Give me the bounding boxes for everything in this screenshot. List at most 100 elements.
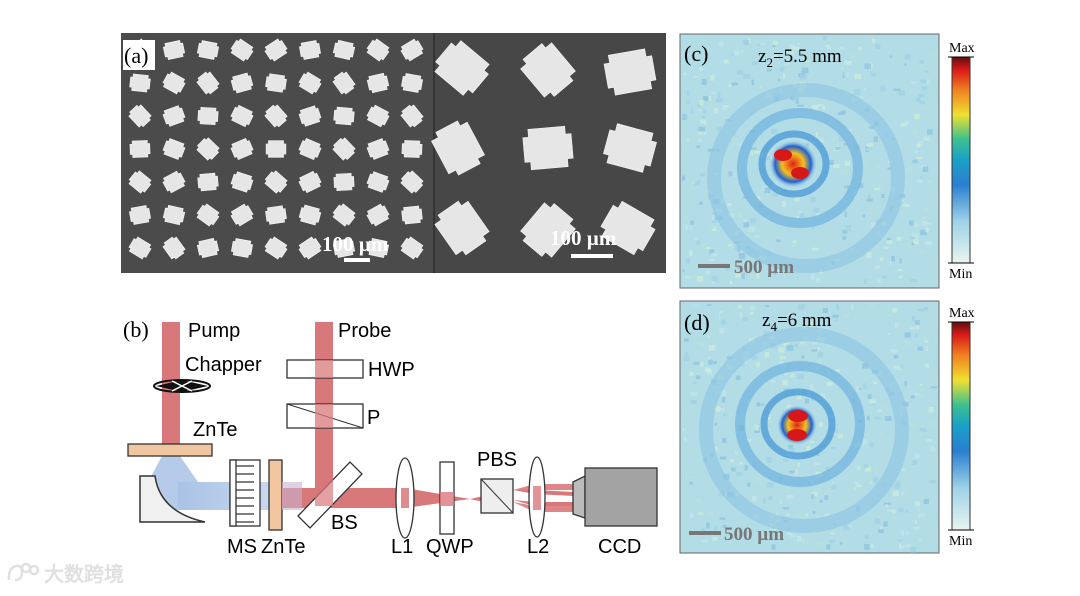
znte-emitter xyxy=(127,443,213,457)
metasurface-element xyxy=(366,72,390,94)
scalebar-d xyxy=(689,531,721,535)
scalebar-c xyxy=(698,264,730,268)
metasurface-element xyxy=(431,120,485,176)
metasurface-element xyxy=(162,39,186,61)
scalebar-left xyxy=(344,258,370,262)
label-l2: L2 xyxy=(527,536,549,558)
metasurface-element xyxy=(332,137,356,161)
metasurface-element xyxy=(366,203,390,227)
metasurface-element xyxy=(162,236,186,260)
scalebar-label-left: 100 µm xyxy=(322,232,389,256)
metasurface-element xyxy=(401,140,423,158)
metasurface-element xyxy=(332,238,356,258)
label-ccd: CCD xyxy=(598,536,641,558)
metasurface-element xyxy=(231,238,253,258)
brand-logo-icon xyxy=(7,562,40,581)
scalebar-label-c: 500 µm xyxy=(734,257,794,278)
label-znte-top: ZnTe xyxy=(193,419,237,441)
metasurface-element xyxy=(366,171,390,193)
metasurface-element xyxy=(230,104,254,128)
metasurface-element xyxy=(197,107,219,125)
metasurface-element xyxy=(600,200,656,256)
metasurface-element xyxy=(129,73,151,93)
label-pbs: PBS xyxy=(477,449,517,471)
label-chopper: Chapper xyxy=(185,354,262,376)
metasurface-element xyxy=(230,72,254,94)
metasurface-element xyxy=(400,236,424,260)
metasurface-element xyxy=(196,203,220,227)
metasurface-element xyxy=(333,106,355,126)
metasurface-element xyxy=(434,200,490,256)
metasurface-element xyxy=(264,236,288,260)
panel-b-label: (b) xyxy=(123,317,149,342)
colorbar-min-c: Min xyxy=(949,267,972,282)
metasurface-element xyxy=(162,138,186,160)
metasurface-element xyxy=(196,40,220,60)
metasurface-element xyxy=(401,73,423,93)
focused-beam xyxy=(405,488,470,508)
metasurface-element xyxy=(298,138,322,160)
metasurface-element xyxy=(230,138,254,160)
metasurface-element xyxy=(197,172,219,192)
colorbar-c xyxy=(951,56,971,264)
metasurface-element xyxy=(434,40,490,96)
parabolic-mirror xyxy=(139,475,206,523)
metasurface-element xyxy=(196,137,220,161)
scalebar-right xyxy=(571,254,613,258)
metasurface-element xyxy=(230,203,254,227)
metasurface-element xyxy=(522,125,574,171)
metasurface-element xyxy=(162,170,186,194)
label-polarizer: P xyxy=(367,407,380,429)
metasurface-element xyxy=(366,38,390,62)
metasurface-element xyxy=(265,205,287,225)
metasurface-element xyxy=(401,205,423,225)
metasurface-element xyxy=(332,39,356,61)
metasurface-element xyxy=(265,140,287,158)
colorbar-d xyxy=(951,321,971,531)
metasurface-element xyxy=(162,204,186,226)
metasurface-element xyxy=(264,104,288,128)
metasurface-element xyxy=(230,171,254,193)
metasurface-element xyxy=(264,38,288,62)
metasurface-element xyxy=(332,203,356,227)
metasurface-element xyxy=(162,71,186,95)
panel-a-label: (a) xyxy=(124,43,148,68)
metasurface-element xyxy=(264,170,288,194)
metasurface-element xyxy=(400,38,424,62)
metasurface-element xyxy=(366,138,390,160)
label-ms: MS xyxy=(227,536,257,558)
metasurface-element xyxy=(230,38,254,62)
metasurface-element xyxy=(332,71,356,95)
metasurface-element xyxy=(298,71,322,95)
metasurface-element xyxy=(298,105,322,127)
metasurface-element xyxy=(333,173,355,191)
znte-detector xyxy=(268,459,283,531)
metasurface-element xyxy=(128,104,152,128)
colorbar-max-c: Max xyxy=(949,41,975,56)
metasurface-element xyxy=(196,237,220,259)
metasurface-array-large xyxy=(431,40,657,258)
panel-d: (d) z4=6 mm 500 µm Max Min xyxy=(679,300,975,554)
metasurface-element xyxy=(520,42,576,98)
watermark: 大数跨境 xyxy=(6,558,124,587)
colorbar-max-d: Max xyxy=(949,306,975,321)
metasurface-element xyxy=(299,40,321,60)
scalebar-label-d: 500 µm xyxy=(724,524,784,545)
metasurface-element xyxy=(366,104,390,128)
metasurface-element xyxy=(128,236,152,260)
panel-c-title: z2=5.5 mm xyxy=(758,46,842,70)
panel-a: (a) 100 µm 100 µm xyxy=(121,33,666,273)
label-l1: L1 xyxy=(391,536,413,558)
label-probe: Probe xyxy=(338,320,391,342)
label-bs: BS xyxy=(331,512,358,534)
label-hwp: HWP xyxy=(368,359,415,381)
panel-d-title: z4=6 mm xyxy=(762,310,832,334)
panel-c: (c) z2=5.5 mm 500 µm Max Min xyxy=(679,33,975,289)
panel-c-label: (c) xyxy=(684,41,708,66)
metasurface-element xyxy=(162,105,186,127)
metasurface-element xyxy=(603,123,657,173)
panel-d-label: (d) xyxy=(684,310,710,335)
metasurface-element xyxy=(128,170,152,194)
metasurface-element xyxy=(196,71,220,95)
